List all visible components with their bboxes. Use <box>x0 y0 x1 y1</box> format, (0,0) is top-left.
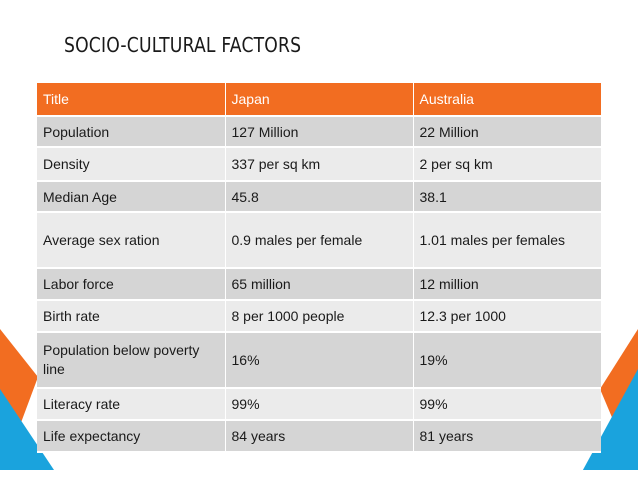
row-label: Life expectancy <box>37 420 225 453</box>
row-label: Average sex ration <box>37 212 225 269</box>
japan-value: 99% <box>224 388 413 421</box>
header-australia: Australia <box>412 83 601 117</box>
table-row: Population below poverty line 16% 19% <box>37 332 601 389</box>
australia-value: 19% <box>412 332 601 389</box>
japan-value: 337 per sq km <box>224 147 413 182</box>
table-row: Life expectancy 84 years 81 years <box>37 420 601 453</box>
table-row: Labor force 65 million 12 million <box>37 268 601 301</box>
comparison-table: Title Japan Australia Population 127 Mil… <box>37 83 601 453</box>
australia-value: 81 years <box>412 420 601 453</box>
japan-value: 0.9 males per female <box>224 212 413 269</box>
table-row: Birth rate 8 per 1000 people 12.3 per 10… <box>37 300 601 333</box>
australia-value: 2 per sq km <box>412 147 601 182</box>
japan-value: 65 million <box>224 268 413 301</box>
bottom-accent-strip <box>0 470 638 479</box>
row-label: Median Age <box>37 181 225 213</box>
table-header-row: Title Japan Australia <box>37 83 601 117</box>
header-title: Title <box>37 83 225 117</box>
australia-value: 12 million <box>412 268 601 301</box>
row-label: Population below poverty line <box>37 332 225 389</box>
japan-value: 127 Million <box>224 116 413 148</box>
row-label: Labor force <box>37 268 225 301</box>
table-row: Population 127 Million 22 Million <box>37 116 601 148</box>
table-row: Median Age 45.8 38.1 <box>37 181 601 213</box>
table-row: Average sex ration 0.9 males per female … <box>37 212 601 269</box>
japan-value: 45.8 <box>224 181 413 213</box>
japan-value: 8 per 1000 people <box>224 300 413 333</box>
row-label: Birth rate <box>37 300 225 333</box>
australia-value: 38.1 <box>412 181 601 213</box>
table-row: Literacy rate 99% 99% <box>37 388 601 421</box>
table-row: Density 337 per sq km 2 per sq km <box>37 147 601 182</box>
row-label: Population <box>37 116 225 148</box>
corner-decoration-left <box>0 329 60 479</box>
australia-value: 99% <box>412 388 601 421</box>
row-label: Density <box>37 147 225 182</box>
japan-value: 84 years <box>224 420 413 453</box>
australia-value: 12.3 per 1000 <box>412 300 601 333</box>
slide-title: SOCIO-CULTURAL FACTORS <box>64 33 302 57</box>
australia-value: 1.01 males per females <box>412 212 601 269</box>
japan-value: 16% <box>224 332 413 389</box>
row-label: Literacy rate <box>37 388 225 421</box>
australia-value: 22 Million <box>412 116 601 148</box>
header-japan: Japan <box>224 83 413 117</box>
